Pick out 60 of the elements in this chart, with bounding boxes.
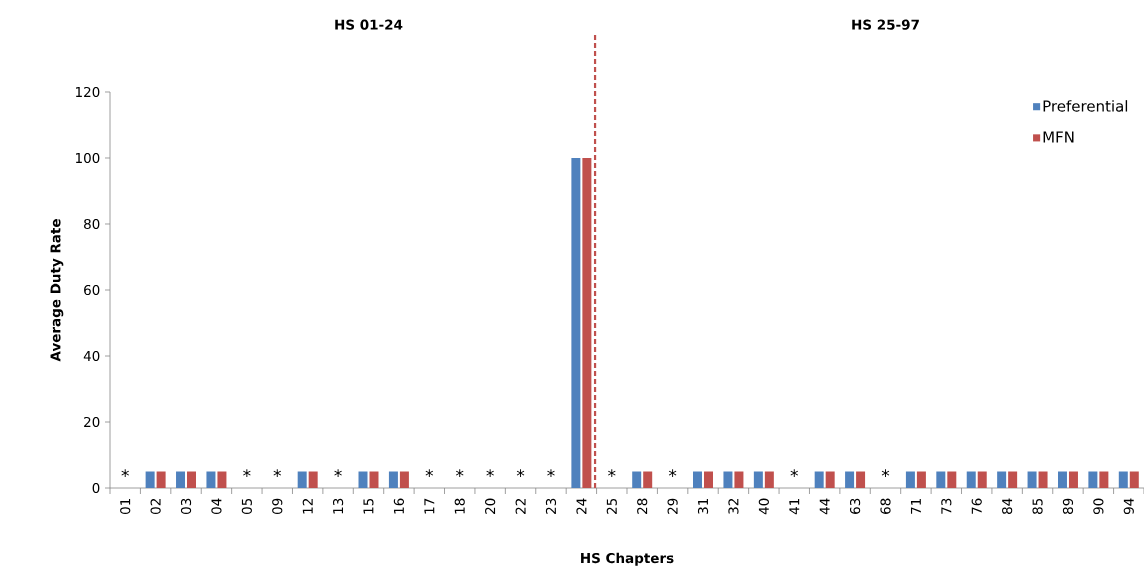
y-tick-label: 0 [92,482,100,494]
x-tick-label: 94 [1123,498,1134,515]
y-tick-label: 80 [84,218,100,230]
x-tick-label: 24 [576,498,587,514]
x-tick-label: 89 [1062,498,1074,514]
x-tick-label: 85 [1032,498,1043,514]
annotation: * [455,469,464,477]
x-tick-label: 41 [789,498,800,515]
x-tick-label: 29 [667,498,678,514]
x-tick-label: 02 [150,499,161,514]
x-tick-label: 17 [424,498,435,514]
legend-label: MFN [1043,131,1074,143]
legend-label: Preferential [1043,100,1128,112]
annotation: * [608,469,616,477]
x-tick-label: 05 [241,498,252,514]
text: HS 01-24 [335,19,403,30]
y-tick-label: 20 [84,416,100,428]
annotation: * [273,469,282,477]
text: HS 25-97 [852,19,919,30]
x-tick-label: 73 [941,498,952,514]
x-tick-label: 68 [880,498,891,514]
x-axis-title: HS Chapters [581,552,674,566]
x-tick-label: 16 [393,498,405,514]
x-tick-label: 44 [819,498,830,515]
x-tick-label: 20 [485,498,496,514]
x-tick-label: 04 [211,498,222,514]
annotation: * [121,469,129,477]
x-tick-label: 23 [545,498,557,514]
x-tick-label: 28 [637,498,648,514]
x-tick-label: 76 [971,498,982,514]
y-tick-label: 40 [83,350,100,362]
annotation: * [425,469,434,477]
x-tick-label: 15 [363,498,374,514]
y-axis-title: Average Duty Rate [50,219,64,362]
x-tick-label: 40 [758,498,769,515]
x-tick-label: 84 [1002,498,1013,514]
annotation: * [486,469,494,477]
annotation: * [243,469,251,477]
x-tick-label: 90 [1093,498,1104,515]
annotation: * [334,469,342,477]
annotation: * [547,469,555,477]
y-tick-label: 100 [76,152,100,164]
annotation: * [668,469,677,477]
x-tick-label: 09 [272,498,283,514]
x-tick-label: 31 [697,498,709,514]
x-tick-label: 03 [180,498,192,514]
y-tick-label: 60 [84,284,100,296]
annotation: * [516,469,525,477]
x-tick-label: 13 [332,498,344,514]
x-tick-label: 71 [910,498,921,514]
x-tick-label: 63 [849,498,861,514]
annotation: * [881,469,890,477]
x-tick-label: 18 [454,498,465,514]
y-tick-label: 120 [76,86,100,98]
x-tick-label: 22 [515,499,526,514]
annotation: * [790,469,799,477]
x-tick-label: 25 [606,498,617,514]
x-tick-label: 01 [120,498,131,514]
x-tick-label: 32 [728,499,739,514]
x-tick-label: 12 [302,499,313,514]
